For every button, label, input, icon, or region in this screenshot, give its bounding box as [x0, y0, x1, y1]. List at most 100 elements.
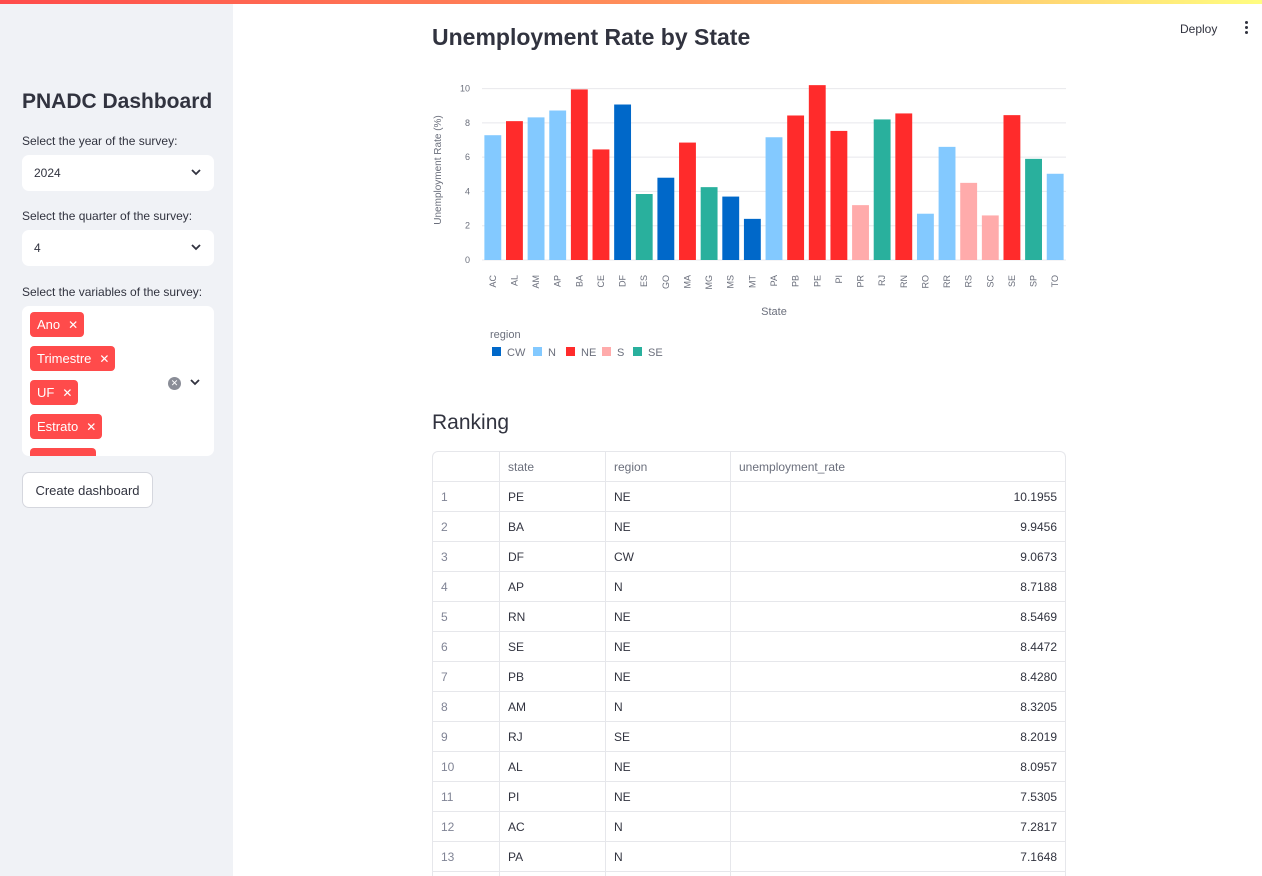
table-row[interactable]: 7 PB NE 8.4280: [433, 662, 1065, 692]
cell-row-index: 6: [433, 632, 500, 661]
cell-region: [606, 872, 731, 876]
bar-RR: [938, 146, 956, 260]
y-axis-title: Unemployment Rate (%): [433, 115, 444, 224]
cell-unemployment-rate: 10.1955: [1013, 489, 1057, 504]
cell-state: PA: [500, 842, 606, 871]
bar-MT: [743, 218, 761, 260]
variable-tag: Estrato ✕: [30, 414, 103, 439]
create-dashboard-button[interactable]: Create dashboard: [22, 472, 153, 508]
cell-unemployment-rate: 7.1648: [1020, 849, 1057, 864]
x-tick-label: PR: [856, 275, 866, 288]
quarter-label: Select the quarter of the survey:: [22, 209, 193, 223]
x-tick-label: TO: [1050, 275, 1060, 287]
cell-state: PI: [500, 782, 606, 811]
legend-item-N: N: [548, 347, 556, 359]
cell-row-index: 11: [433, 782, 500, 811]
variable-tag-label: UF: [37, 385, 55, 400]
cell-unemployment-rate: 8.4280: [1020, 669, 1057, 684]
cell-state: [500, 872, 606, 876]
bar-PR: [852, 205, 869, 260]
table-row[interactable]: 12 AC N 7.2817: [433, 812, 1065, 842]
cell-unemployment-rate: 8.2019: [1020, 729, 1057, 744]
bar-AC: [484, 135, 502, 260]
table-row[interactable]: 8 AM N 8.3205: [433, 692, 1065, 722]
x-tick-label: AL: [509, 275, 519, 286]
cell-state: RJ: [500, 722, 606, 751]
column-header-unemployment-rate[interactable]: unemployment_rate: [739, 459, 846, 474]
cell-unemployment-rate: [731, 872, 1065, 876]
table-header: state region unemployment_rate: [433, 452, 1065, 482]
bar-PI: [830, 130, 848, 260]
quarter-select-value: 4: [34, 241, 41, 255]
bar-ES: [635, 194, 653, 260]
table-row[interactable]: 4 AP N 8.7188: [433, 572, 1065, 602]
cell-region: CW: [606, 542, 731, 571]
remove-tag-icon[interactable]: ✕: [62, 385, 73, 400]
table-row[interactable]: 11 PI NE 7.5305: [433, 782, 1065, 812]
cell-unemployment-rate: 7.5305: [1020, 789, 1057, 804]
deploy-button[interactable]: Deploy: [1180, 22, 1218, 36]
variables-multiselect[interactable]: Ano ✕ Trimestre ✕ UF ✕ Estrato ✕ ✕: [22, 306, 214, 456]
x-tick-label: RN: [899, 275, 909, 288]
table-row[interactable]: 2 BA NE 9.9456: [433, 512, 1065, 542]
cell-row-index: 13: [433, 842, 500, 871]
x-tick-label: PA: [769, 275, 779, 286]
x-tick-label: RR: [942, 275, 952, 288]
table-row[interactable]: 9 RJ SE 8.2019: [433, 722, 1065, 752]
chevron-down-icon[interactable]: [189, 376, 201, 388]
bar-DF: [614, 104, 632, 260]
variable-tag-partial: [30, 448, 96, 456]
table-row[interactable]: 1 PE NE 10.1955: [433, 482, 1065, 512]
cell-row-index: [433, 872, 500, 876]
variable-tag: Ano ✕: [30, 312, 85, 337]
cell-unemployment-rate: 8.7188: [1020, 579, 1057, 594]
variable-tag-label: Trimestre: [37, 351, 92, 366]
column-header-region[interactable]: region: [606, 452, 731, 481]
cell-unemployment-rate: 9.0673: [1020, 549, 1057, 564]
clear-all-icon[interactable]: ✕: [168, 377, 181, 390]
cell-region: NE: [606, 752, 731, 781]
column-header-state[interactable]: state: [500, 452, 606, 481]
cell-state: AL: [500, 752, 606, 781]
cell-row-index: 1: [433, 482, 500, 511]
x-tick-label: MS: [726, 275, 736, 289]
remove-tag-icon[interactable]: ✕: [68, 317, 79, 332]
sidebar: PNADC Dashboard Select the year of the s…: [0, 4, 233, 876]
table-row[interactable]: 5 RN NE 8.5469: [433, 602, 1065, 632]
column-header-row-index[interactable]: [433, 452, 500, 481]
bar-SE: [1003, 115, 1021, 260]
chevron-down-icon: [191, 169, 201, 176]
year-select[interactable]: 2024: [22, 155, 214, 191]
cell-region: NE: [606, 512, 731, 541]
cell-region: NE: [606, 662, 731, 691]
cell-unemployment-rate: 7.2817: [1020, 819, 1057, 834]
remove-tag-icon[interactable]: ✕: [99, 351, 110, 366]
table-row[interactable]: 6 SE NE 8.4472: [433, 632, 1065, 662]
quarter-select[interactable]: 4: [22, 230, 214, 266]
more-menu-icon[interactable]: [1240, 21, 1252, 37]
cell-unemployment-rate: 8.4472: [1020, 639, 1057, 654]
x-tick-label: PE: [812, 275, 822, 287]
x-tick-label: RO: [920, 275, 930, 289]
bar-AM: [527, 117, 545, 260]
bar-RS: [960, 182, 978, 260]
cell-state: BA: [500, 512, 606, 541]
table-row[interactable]: 13 PA N 7.1648: [433, 842, 1065, 872]
y-tick-label: 4: [465, 186, 470, 196]
table-row[interactable]: [433, 872, 1065, 876]
table-row[interactable]: 10 AL NE 8.0957: [433, 752, 1065, 782]
cell-region: NE: [606, 482, 731, 511]
bar-AL: [506, 121, 523, 260]
legend-swatch-CW: [492, 347, 501, 356]
bar-PA: [765, 137, 783, 260]
cell-row-index: 10: [433, 752, 500, 781]
x-tick-label: AC: [488, 275, 498, 288]
ranking-table[interactable]: state region unemployment_rate 1 PE NE 10.1955…: [432, 451, 1066, 876]
remove-tag-icon[interactable]: ✕: [86, 419, 97, 434]
legend-swatch-NE: [566, 347, 575, 356]
cell-state: AP: [500, 572, 606, 601]
bar-MA: [679, 142, 696, 260]
ranking-title: Ranking: [432, 411, 510, 434]
table-row[interactable]: 3 DF CW 9.0673: [433, 542, 1065, 572]
cell-row-index: 2: [433, 512, 500, 541]
